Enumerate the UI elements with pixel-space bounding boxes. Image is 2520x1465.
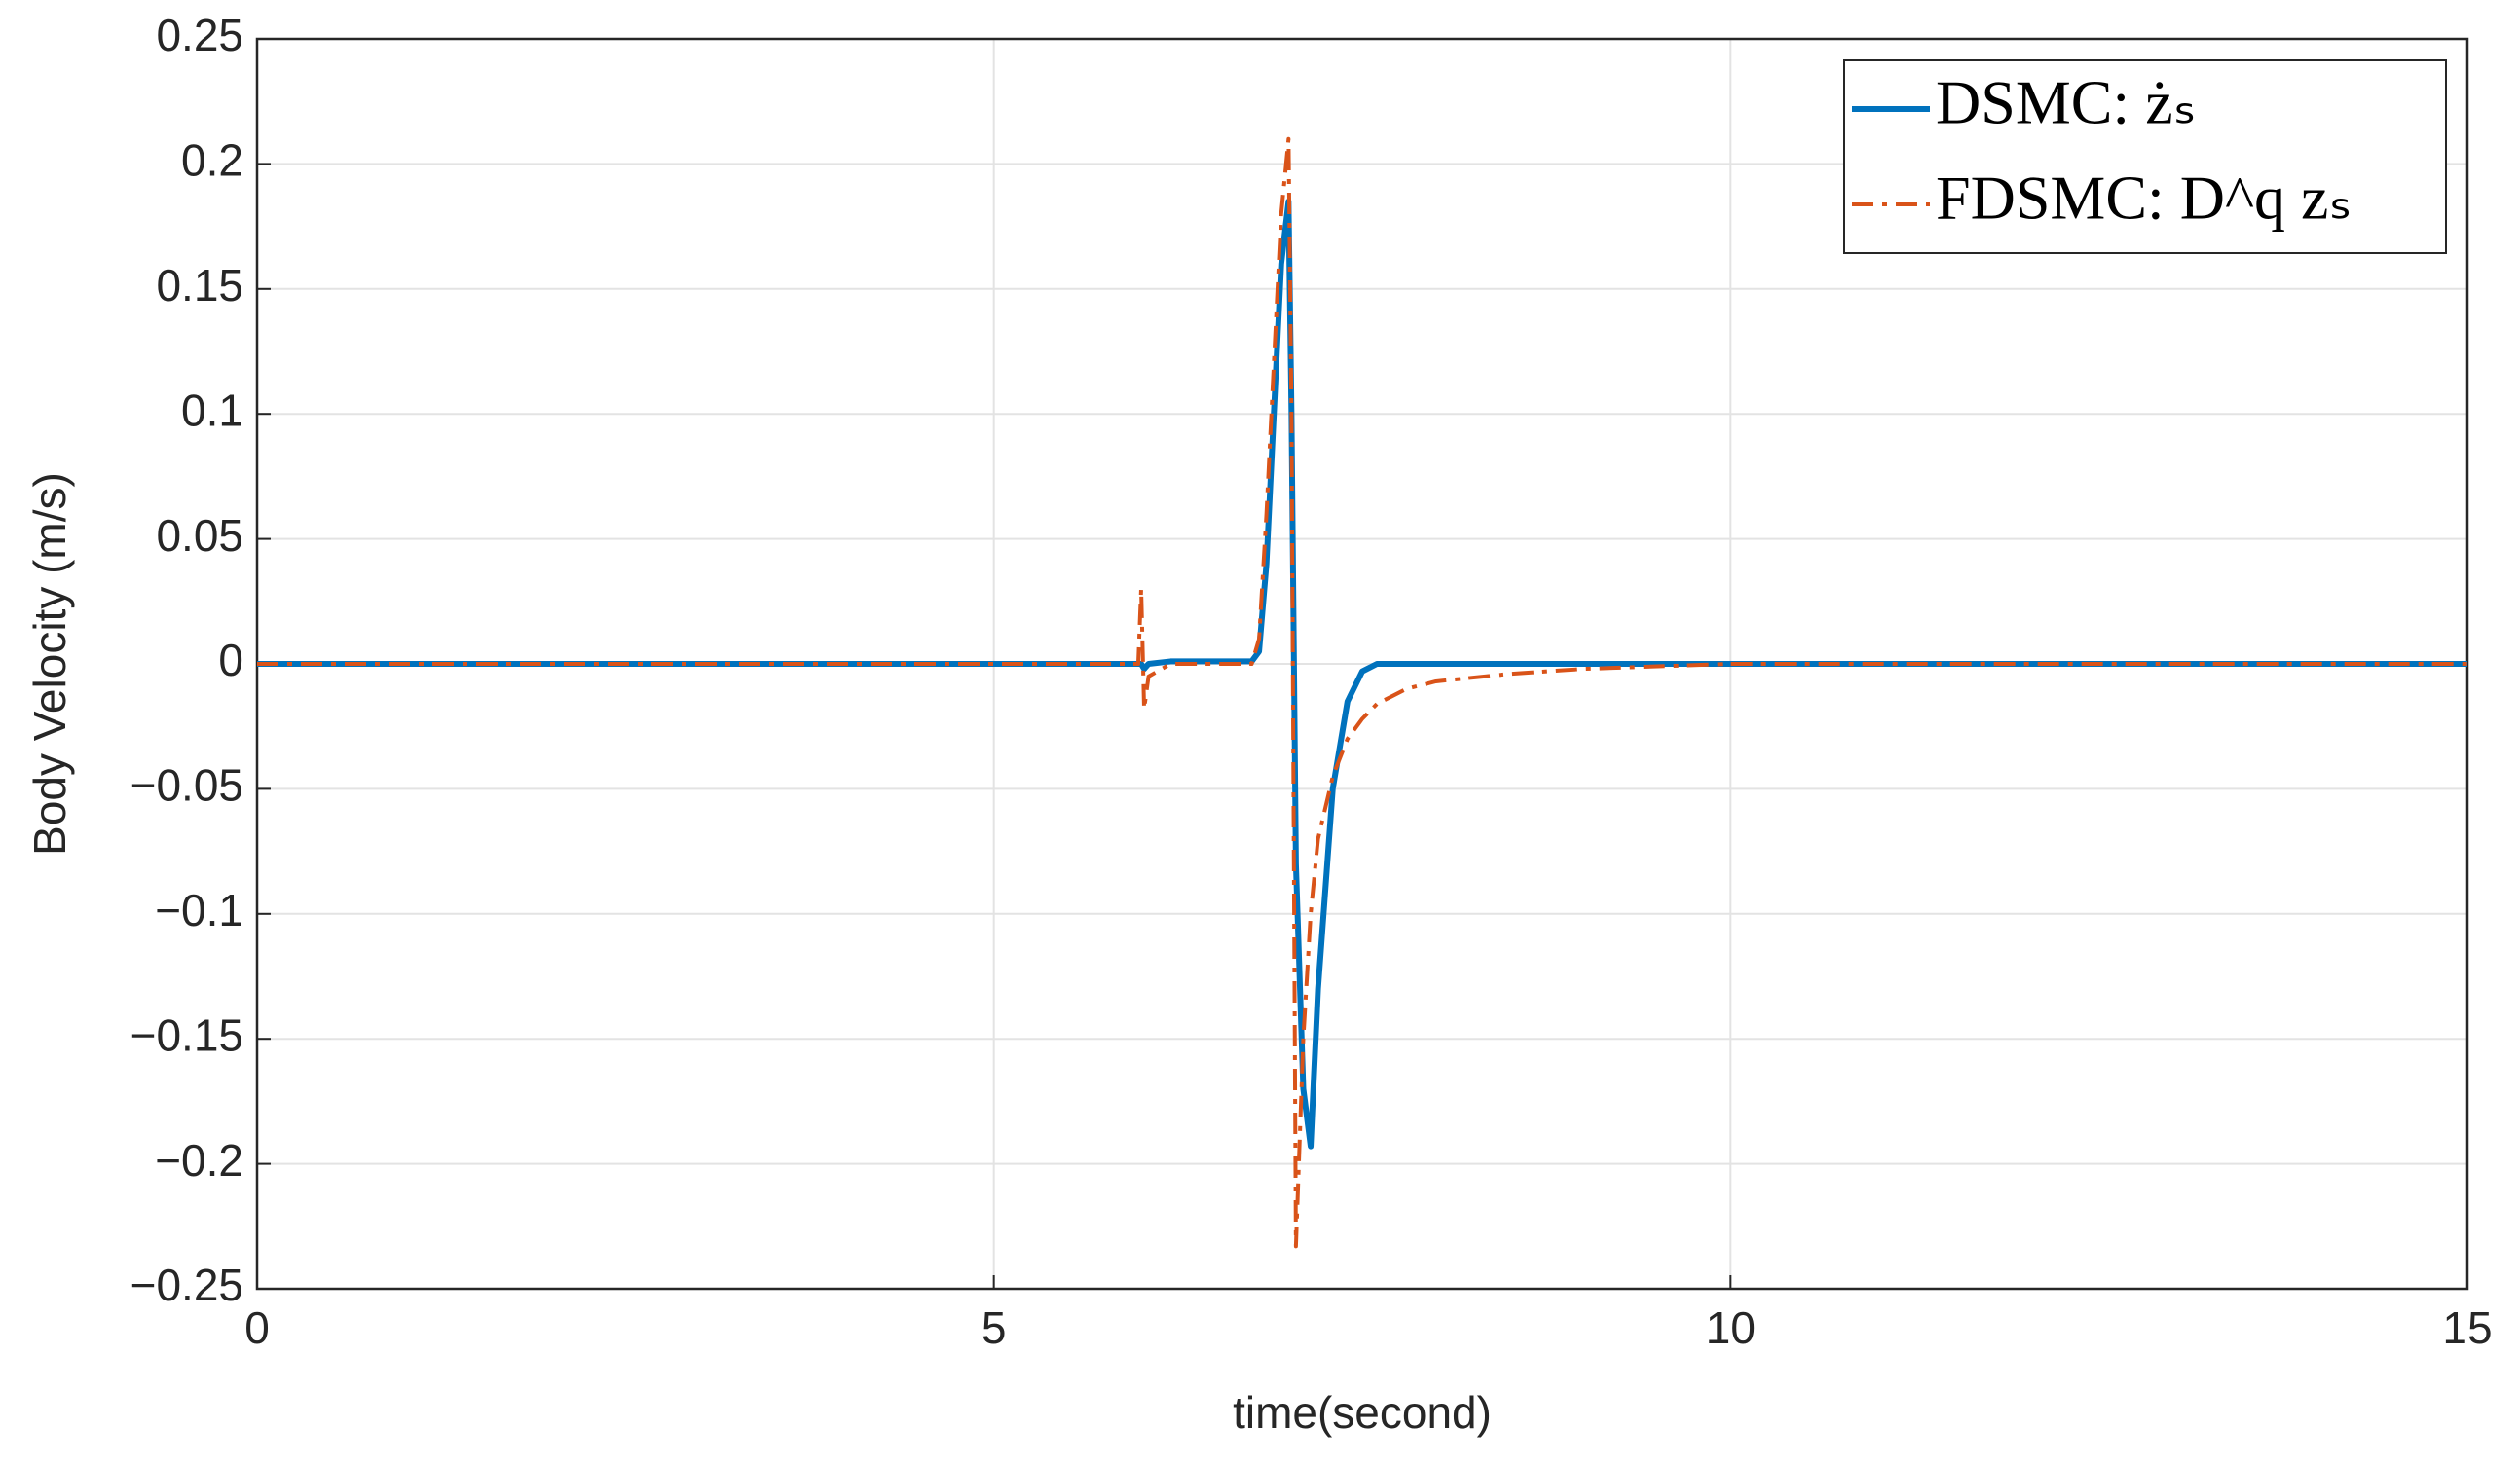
y-tick-label: 0 [218, 635, 243, 685]
x-tick-label: 15 [2442, 1302, 2492, 1353]
x-tick-label: 10 [1706, 1302, 1756, 1353]
legend-label: FDSMC: D^q zₛ [1936, 164, 2352, 233]
y-tick-label: 0.15 [156, 260, 243, 311]
x-tick-label: 0 [244, 1302, 270, 1353]
legend-label: DSMC: żₛ [1936, 68, 2196, 137]
y-tick-label: 0.25 [156, 10, 243, 60]
y-tick-label: −0.25 [130, 1260, 243, 1310]
y-tick-label: −0.05 [130, 760, 243, 811]
y-tick-label: −0.15 [130, 1009, 243, 1060]
legend-box [1843, 59, 2447, 254]
y-tick-label: −0.2 [155, 1135, 243, 1186]
y-tick-label: 0.2 [181, 135, 243, 186]
y-tick-label: −0.1 [155, 885, 243, 935]
x-axis-label: time(second) [1233, 1387, 1492, 1438]
y-tick-label: 0.05 [156, 510, 243, 561]
y-tick-label: 0.1 [181, 385, 243, 435]
x-tick-label: 5 [982, 1302, 1007, 1353]
y-axis-label: Body Velocity (m/s) [24, 472, 75, 856]
